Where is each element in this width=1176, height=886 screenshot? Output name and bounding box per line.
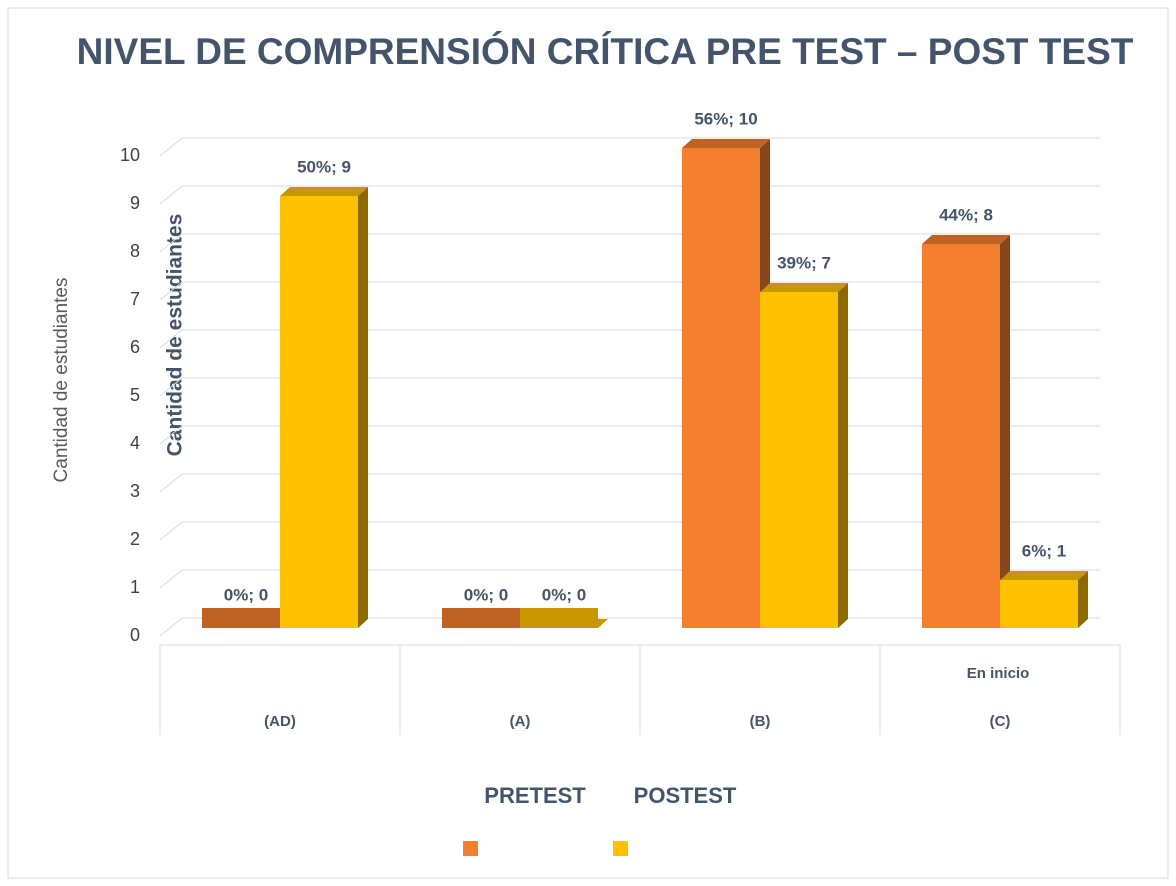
bar-front <box>922 244 1000 628</box>
y-axis-label: Cantidad de estudiantes <box>51 278 72 483</box>
data-label: 50%; 9 <box>297 157 351 176</box>
bar-front <box>682 148 760 628</box>
bar-front <box>1000 580 1078 628</box>
bar-top <box>1000 571 1088 580</box>
grid-line <box>159 137 1100 157</box>
y-tick-label: 2 <box>130 529 140 549</box>
bar-front <box>760 292 838 628</box>
grid-line <box>159 281 1100 301</box>
legend-label: POSTEST <box>634 783 737 808</box>
x-tick-label: (A) <box>510 713 531 730</box>
chart-title: NIVEL DE COMPRENSIÓN CRÍTICA PRE TEST – … <box>77 30 1134 72</box>
bar <box>520 608 608 628</box>
x-tick-label: (C) <box>990 713 1011 730</box>
data-label: 44%; 8 <box>939 205 993 224</box>
data-label: 56%; 10 <box>694 109 757 128</box>
y-tick-label: 10 <box>120 145 140 165</box>
data-label: 6%; 1 <box>1022 541 1066 560</box>
grid-line <box>159 233 1100 253</box>
y-tick-label: 6 <box>130 337 140 357</box>
data-label: 0%; 0 <box>542 585 586 604</box>
legend-swatch <box>463 841 478 856</box>
y-tick-label: 7 <box>130 289 140 309</box>
bar-slab <box>202 608 280 628</box>
bar-side <box>1078 571 1088 628</box>
data-label: 0%; 0 <box>464 585 508 604</box>
bar-side <box>1000 235 1010 628</box>
bar <box>1000 571 1088 628</box>
bar <box>922 235 1010 628</box>
bar-top <box>682 139 770 148</box>
bar-top <box>280 187 368 196</box>
bar <box>682 139 770 628</box>
bar-side <box>838 283 848 628</box>
bar-slab <box>442 608 520 628</box>
data-label: 39%; 7 <box>777 253 831 272</box>
y-tick-label: 3 <box>130 481 140 501</box>
y-tick-label: 0 <box>130 625 140 645</box>
x-tick-label: (B) <box>750 713 771 730</box>
legend-label: PRETEST <box>484 783 586 808</box>
legend-swatch <box>613 841 628 856</box>
y-tick-label: 9 <box>130 193 140 213</box>
data-label: 0%; 0 <box>224 585 268 604</box>
bar-slab <box>520 608 598 628</box>
bar-front <box>280 196 358 628</box>
bar-side <box>358 187 368 628</box>
bar <box>280 187 368 628</box>
bar <box>760 283 848 628</box>
bar-top <box>922 235 1010 244</box>
y-tick-label: 5 <box>130 385 140 405</box>
annotation: Cantidad de estudiantes <box>164 214 187 457</box>
bar <box>202 608 290 628</box>
bar-top <box>760 283 848 292</box>
y-tick-label: 1 <box>130 577 140 597</box>
y-tick-label: 8 <box>130 241 140 261</box>
grid-line <box>159 185 1100 205</box>
y-tick-label: 4 <box>130 433 140 453</box>
annotation: En inicio <box>967 665 1030 682</box>
bar <box>442 608 530 628</box>
x-tick-label: (AD) <box>264 713 296 730</box>
